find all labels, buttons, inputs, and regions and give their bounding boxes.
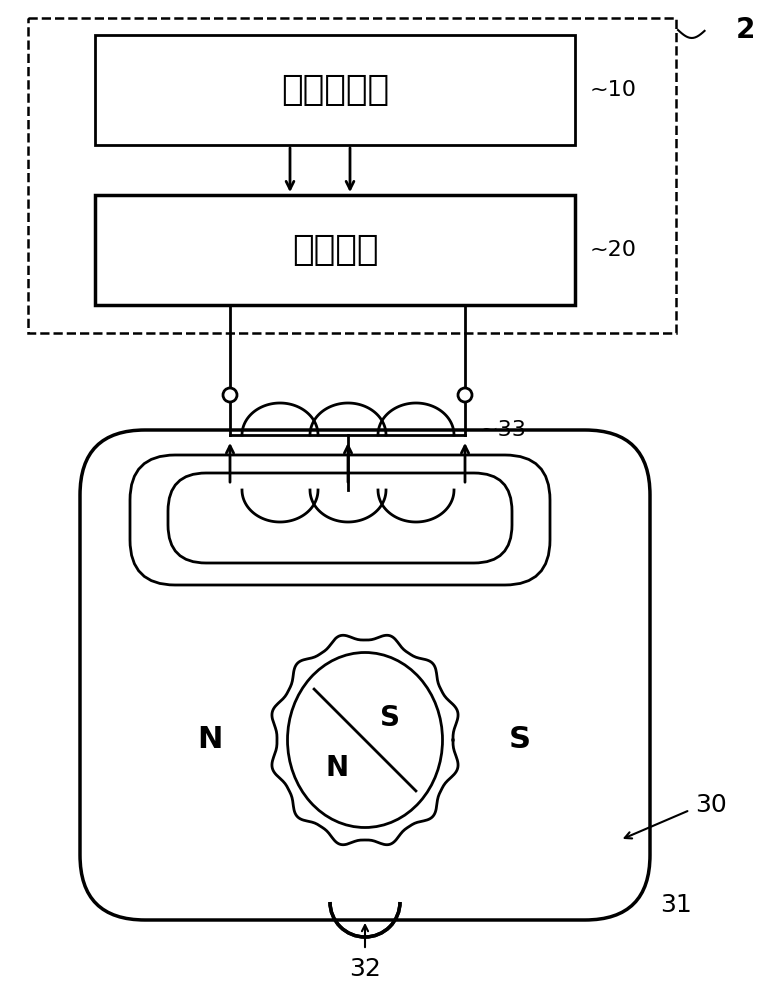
Circle shape <box>223 388 237 402</box>
Circle shape <box>458 388 472 402</box>
Text: 30: 30 <box>695 793 727 817</box>
FancyBboxPatch shape <box>80 430 650 920</box>
FancyBboxPatch shape <box>95 35 575 145</box>
FancyBboxPatch shape <box>95 195 575 305</box>
Text: N: N <box>197 726 222 754</box>
FancyBboxPatch shape <box>130 455 550 585</box>
Text: S: S <box>380 704 400 732</box>
Text: 2: 2 <box>736 16 755 44</box>
Text: ~20: ~20 <box>590 240 637 260</box>
FancyBboxPatch shape <box>168 473 512 563</box>
Text: 32: 32 <box>349 957 381 981</box>
Text: N: N <box>325 754 348 782</box>
Text: ~33: ~33 <box>480 420 527 440</box>
Text: ~10: ~10 <box>590 80 637 100</box>
Ellipse shape <box>288 652 443 828</box>
Text: 31: 31 <box>660 893 692 917</box>
Text: 微型计算机: 微型计算机 <box>281 73 389 107</box>
Text: S: S <box>509 726 531 754</box>
Text: 驱动电路: 驱动电路 <box>291 233 378 267</box>
